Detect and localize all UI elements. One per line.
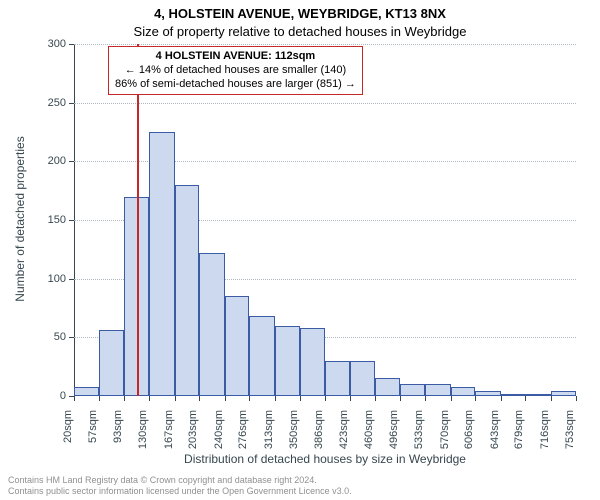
- y-tick-label: 100: [0, 273, 66, 285]
- histogram-bar: [551, 391, 576, 396]
- x-tick: [275, 396, 276, 401]
- x-tick: [551, 396, 552, 401]
- histogram-bar: [475, 391, 500, 396]
- x-tick: [325, 396, 326, 401]
- y-tick-label: 300: [0, 38, 66, 50]
- footer-line-1: Contains HM Land Registry data © Crown c…: [8, 475, 592, 485]
- x-tick: [475, 396, 476, 401]
- chart-footer: Contains HM Land Registry data © Crown c…: [0, 475, 600, 496]
- y-tick-label: 250: [0, 97, 66, 109]
- x-tick-label: 20sqm: [62, 410, 74, 460]
- x-tick-label: 716sqm: [539, 410, 551, 460]
- chart-title-address: 4, HOLSTEIN AVENUE, WEYBRIDGE, KT13 8NX: [0, 6, 600, 21]
- x-tick: [425, 396, 426, 401]
- x-tick: [525, 396, 526, 401]
- x-tick: [375, 396, 376, 401]
- histogram-bar: [225, 296, 250, 396]
- x-tick: [99, 396, 100, 401]
- y-tick-label: 0: [0, 390, 66, 402]
- histogram-bar: [300, 328, 325, 396]
- x-tick-label: 203sqm: [187, 410, 199, 460]
- info-smaller-pct: ← 14% of detached houses are smaller (14…: [115, 64, 356, 78]
- info-larger-pct: 86% of semi-detached houses are larger (…: [115, 78, 356, 92]
- histogram-bar: [501, 394, 526, 396]
- x-tick-label: 606sqm: [463, 410, 475, 460]
- x-tick: [300, 396, 301, 401]
- x-tick-label: 350sqm: [288, 410, 300, 460]
- property-info-box: 4 HOLSTEIN AVENUE: 112sqm ← 14% of detac…: [108, 46, 363, 95]
- histogram-bar: [275, 326, 300, 396]
- x-tick-label: 386sqm: [313, 410, 325, 460]
- x-tick: [249, 396, 250, 401]
- x-tick: [501, 396, 502, 401]
- histogram-bar: [249, 316, 274, 396]
- x-tick: [400, 396, 401, 401]
- y-tick-label: 200: [0, 155, 66, 167]
- x-tick: [175, 396, 176, 401]
- x-tick-label: 643sqm: [489, 410, 501, 460]
- histogram-bar: [199, 253, 224, 396]
- histogram-bar: [350, 361, 375, 396]
- x-tick: [74, 396, 75, 401]
- x-tick: [199, 396, 200, 401]
- x-tick-label: 496sqm: [388, 410, 400, 460]
- x-tick-label: 679sqm: [513, 410, 525, 460]
- x-tick-label: 167sqm: [163, 410, 175, 460]
- footer-line-2: Contains public sector information licen…: [8, 486, 592, 496]
- x-tick-label: 240sqm: [213, 410, 225, 460]
- histogram-bar: [149, 132, 174, 396]
- x-tick: [149, 396, 150, 401]
- chart-title-subtitle: Size of property relative to detached ho…: [0, 24, 600, 39]
- x-tick-label: 423sqm: [338, 410, 350, 460]
- histogram-bar: [99, 330, 124, 396]
- histogram-bar: [525, 394, 550, 396]
- grid-line: [74, 44, 576, 45]
- x-tick-label: 460sqm: [363, 410, 375, 460]
- histogram-bar: [325, 361, 350, 396]
- x-tick-label: 93sqm: [112, 410, 124, 460]
- histogram-chart: [74, 44, 576, 396]
- grid-line: [74, 103, 576, 104]
- histogram-bar: [375, 378, 400, 396]
- x-tick: [225, 396, 226, 401]
- info-property-size: 4 HOLSTEIN AVENUE: 112sqm: [115, 50, 356, 64]
- property-marker-line: [137, 44, 139, 396]
- x-tick-label: 533sqm: [413, 410, 425, 460]
- histogram-bar: [175, 185, 200, 396]
- y-tick-label: 50: [0, 331, 66, 343]
- histogram-bar: [74, 387, 99, 396]
- x-tick-label: 753sqm: [564, 410, 576, 460]
- y-tick-label: 150: [0, 214, 66, 226]
- x-tick: [451, 396, 452, 401]
- histogram-bar: [451, 387, 476, 396]
- x-tick-label: 130sqm: [137, 410, 149, 460]
- x-tick: [576, 396, 577, 401]
- histogram-bar: [400, 384, 425, 396]
- x-tick-label: 57sqm: [87, 410, 99, 460]
- x-tick-label: 570sqm: [439, 410, 451, 460]
- x-tick: [124, 396, 125, 401]
- x-tick-label: 276sqm: [237, 410, 249, 460]
- histogram-bar: [425, 384, 450, 396]
- x-tick-label: 313sqm: [263, 410, 275, 460]
- x-tick: [350, 396, 351, 401]
